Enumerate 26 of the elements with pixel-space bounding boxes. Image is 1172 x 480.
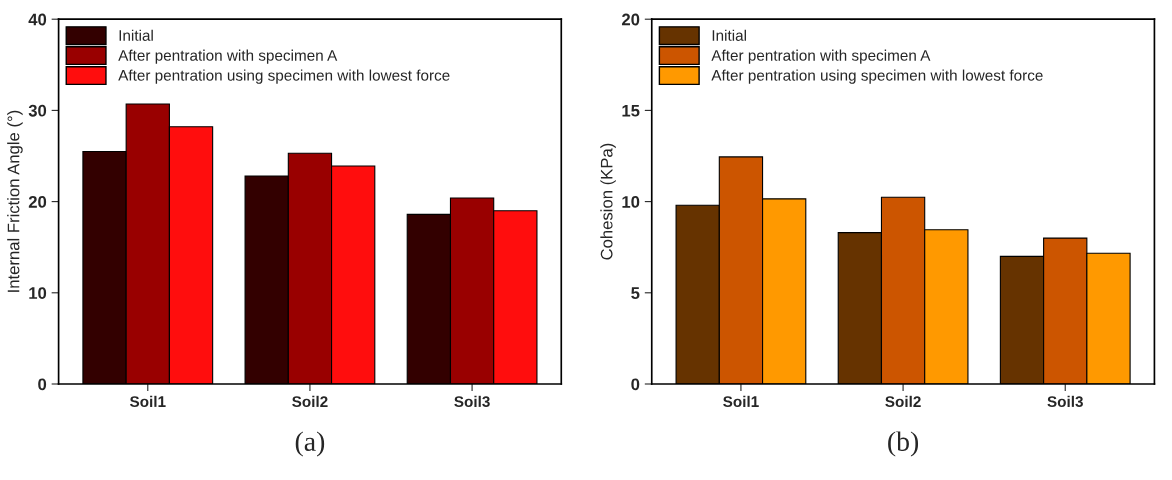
x-tick-label: Soil3 [1047,395,1083,408]
y-tick-label: 30 [28,104,47,117]
x-tick-label: Soil3 [454,395,490,408]
y-tick-label: 15 [622,104,640,117]
legend-label: After pentration using specimen with lowest force [711,69,1043,84]
x-tick-label: Soil2 [292,395,328,408]
y-tick-label: 20 [28,196,47,208]
y-tick-label: 5 [631,287,640,299]
y-axis-title: Internal Friction Angle (°) [7,110,23,292]
x-tick-label: Soil1 [129,395,166,408]
y-tick-label: 10 [29,287,47,299]
x-tick-label: Soil2 [885,395,921,408]
legend-label: Initial [119,29,153,41]
y-tick-label: 40 [28,13,47,26]
x-tick-label: Soil1 [723,395,759,408]
y-tick-label: 0 [38,378,47,391]
legend-label: After pentration with specimen A [711,49,931,64]
legend-label: After pentration with specimen A [118,49,338,64]
y-tick-label: 10 [622,196,640,208]
y-axis-title: Cohesion (KPa) [600,143,616,260]
legend-label: After pentration using specimen with lowest force [118,69,450,84]
text: (b) [888,431,919,457]
y-tick-label: 20 [621,13,640,26]
text: (a) [295,431,325,457]
y-tick-label: 0 [631,378,640,391]
legend-label: Initial [712,29,746,41]
